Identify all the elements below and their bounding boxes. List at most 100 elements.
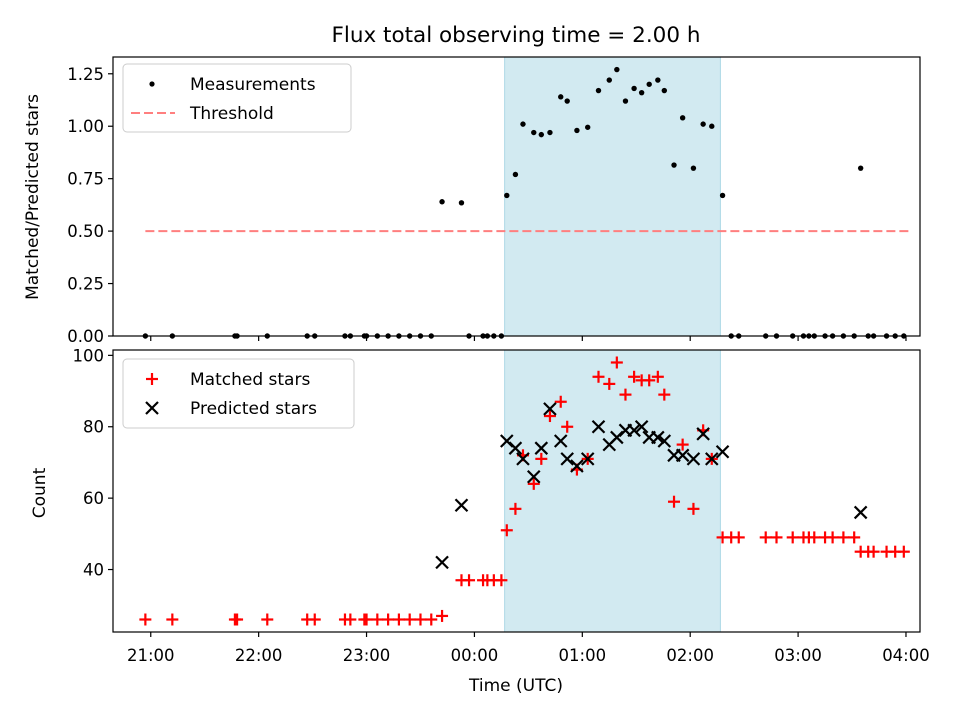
y-tick-label: 60 bbox=[83, 489, 104, 508]
matched-point bbox=[535, 452, 548, 465]
predicted-point bbox=[715, 444, 730, 459]
matched-point bbox=[139, 613, 152, 626]
measurement-point bbox=[547, 129, 553, 136]
matched-point bbox=[826, 531, 839, 544]
measurement-point bbox=[504, 192, 510, 199]
y-tick-label: 80 bbox=[83, 418, 104, 437]
matched-point bbox=[509, 502, 522, 515]
predicted-point bbox=[508, 441, 523, 455]
measurement-point bbox=[700, 121, 706, 127]
predicted-point bbox=[560, 452, 574, 466]
top-legend-box bbox=[122, 63, 352, 133]
matched-point bbox=[643, 374, 656, 387]
matched-point bbox=[436, 609, 449, 622]
measurement-point bbox=[531, 129, 537, 136]
matched-point bbox=[371, 613, 384, 626]
measurement-point bbox=[622, 98, 629, 104]
measurement-point bbox=[690, 165, 697, 171]
measurement-point bbox=[631, 85, 637, 92]
x-tick-label: 03:00 bbox=[774, 646, 822, 665]
predicted-point bbox=[696, 427, 710, 441]
measurement-point bbox=[558, 94, 564, 100]
measurement-point bbox=[606, 77, 612, 83]
matched-point bbox=[425, 613, 438, 626]
predicted-point bbox=[580, 452, 595, 466]
x-tick-label: 02:00 bbox=[666, 646, 714, 665]
matched-points bbox=[139, 356, 910, 626]
measurement-point bbox=[512, 171, 519, 178]
predicted-point bbox=[570, 459, 584, 473]
measurement-point bbox=[574, 127, 580, 134]
predicted-point bbox=[553, 434, 568, 448]
predicted-point bbox=[704, 452, 719, 466]
chart-title: Flux total observing time = 2.00 h bbox=[332, 23, 701, 48]
matched-point bbox=[527, 477, 540, 490]
legend-predicted-marker bbox=[145, 401, 159, 415]
matched-point bbox=[603, 377, 616, 390]
y-tick-label: 0.50 bbox=[67, 222, 104, 241]
matched-point bbox=[554, 395, 567, 408]
top-axes-frame bbox=[112, 56, 921, 337]
x-tick-label: 22:00 bbox=[235, 646, 283, 665]
predicted-point bbox=[853, 505, 868, 520]
matched-point bbox=[166, 613, 179, 626]
y-tick-label: 100 bbox=[73, 346, 105, 365]
measurement-point bbox=[709, 123, 715, 129]
predicted-points bbox=[435, 402, 868, 570]
measurement-point bbox=[520, 121, 526, 127]
matched-point bbox=[592, 370, 605, 383]
top-panel: 0.00 0.25 0.50 0.75 1.00 1.25 Matched/Predict… bbox=[23, 56, 921, 346]
matched-point bbox=[732, 531, 745, 544]
measurement-point bbox=[661, 87, 668, 94]
y-tick-label: 0.00 bbox=[67, 327, 104, 346]
measurement-point bbox=[585, 124, 591, 130]
bottom-legend-box bbox=[122, 358, 355, 429]
matched-point bbox=[848, 531, 861, 544]
matched-point bbox=[837, 531, 850, 544]
y-tick-label: 0.75 bbox=[67, 170, 104, 189]
matched-point bbox=[668, 495, 681, 508]
top-span bbox=[504, 56, 721, 337]
bottom-x-ticks: 21:00 22:00 23:00 00:00 01:00 02:00 03:00 04:00 bbox=[127, 632, 930, 665]
predicted-point bbox=[634, 419, 649, 434]
matched-point bbox=[308, 613, 321, 626]
matched-point bbox=[261, 613, 274, 626]
matched-point bbox=[561, 420, 574, 433]
matched-point bbox=[867, 545, 880, 558]
matched-point bbox=[759, 531, 772, 544]
matched-point bbox=[360, 613, 373, 626]
measurement-point bbox=[671, 162, 677, 168]
matched-point bbox=[658, 388, 671, 401]
y-tick-label: 0.25 bbox=[67, 275, 104, 294]
x-tick-label: 01:00 bbox=[559, 646, 607, 665]
legend-measurements-label: Measurements bbox=[190, 75, 316, 95]
top-legend: Measurements Threshold bbox=[122, 63, 352, 133]
predicted-point bbox=[675, 448, 690, 463]
matched-point bbox=[651, 370, 664, 383]
matched-point bbox=[808, 531, 821, 544]
bottom-y-label: Count bbox=[30, 467, 50, 518]
matched-point bbox=[463, 574, 476, 587]
predicted-point bbox=[627, 423, 641, 438]
predicted-point bbox=[591, 419, 606, 434]
y-tick-label: 1.25 bbox=[67, 65, 104, 84]
measurement-point bbox=[857, 165, 864, 171]
predicted-point bbox=[534, 441, 549, 455]
bottom-span bbox=[504, 349, 721, 633]
predicted-point bbox=[651, 430, 665, 445]
x-tick-label: 04:00 bbox=[882, 646, 930, 665]
bottom-panel: 40 60 80 100 21:00 22:00 23:00 00:00 01:00 02:00… bbox=[30, 346, 930, 696]
bottom-axes-frame bbox=[112, 349, 921, 633]
x-tick-label: 23:00 bbox=[343, 646, 391, 665]
measurement-point bbox=[638, 89, 645, 96]
matched-point bbox=[897, 545, 910, 558]
matched-point bbox=[495, 574, 508, 587]
matched-point bbox=[403, 613, 416, 626]
bottom-y-ticks: 40 60 80 100 bbox=[73, 346, 113, 580]
measurement-point bbox=[458, 200, 465, 206]
matched-point bbox=[231, 613, 244, 626]
matched-point bbox=[619, 388, 632, 401]
matched-point bbox=[382, 613, 395, 626]
matched-point bbox=[676, 438, 689, 451]
predicted-point bbox=[526, 469, 541, 484]
